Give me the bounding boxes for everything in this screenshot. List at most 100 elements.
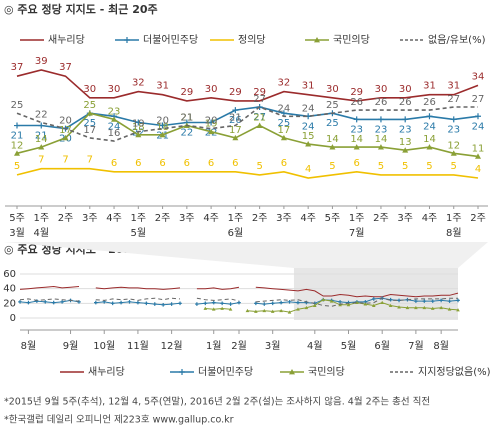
marker (287, 310, 292, 314)
marker (169, 302, 174, 306)
legend-label: 없음/유보(%) (428, 33, 486, 46)
marker (270, 301, 275, 306)
data-label: 20 (59, 116, 72, 127)
marker (110, 301, 115, 306)
x-tick-label: 4주 (203, 213, 219, 224)
x-tick-label: 7월 (408, 340, 424, 352)
marker (51, 300, 56, 305)
data-label: 19 (132, 119, 145, 130)
data-label: 27 (253, 112, 266, 123)
marker (127, 300, 132, 304)
marker (256, 122, 263, 128)
marker (18, 300, 22, 304)
marker (314, 37, 320, 43)
data-label: 6 (135, 158, 141, 169)
data-label: 27 (447, 94, 460, 105)
data-label: 29 (180, 87, 193, 98)
data-label: 19 (205, 119, 218, 130)
marker (144, 301, 149, 306)
data-label: 7 (38, 155, 44, 166)
data-label: 30 (399, 84, 412, 95)
marker (414, 299, 418, 303)
data-label: 6 (232, 158, 238, 169)
data-label: 14 (375, 134, 388, 145)
data-label: 21 (11, 131, 24, 142)
marker (377, 116, 384, 123)
data-label: 14 (423, 134, 436, 145)
data-label: 39 (35, 56, 48, 67)
x-tick-label: 1주 (228, 213, 244, 224)
data-label: 24 (472, 121, 485, 132)
data-label: 5 (426, 161, 432, 172)
legend-label: 더불어민주당 (198, 366, 253, 378)
series-line (16, 112, 479, 158)
marker (388, 303, 393, 307)
series-line (16, 167, 479, 179)
data-label: 11 (472, 143, 485, 154)
data-label: 24 (302, 103, 315, 114)
data-label: 24 (302, 121, 315, 132)
marker (228, 307, 233, 311)
data-label: 16 (108, 128, 121, 139)
data-label: 24 (108, 121, 121, 132)
marker (280, 134, 287, 141)
data-label: 17 (83, 125, 96, 136)
marker (159, 131, 166, 138)
marker (321, 297, 326, 302)
data-label: 21 (180, 113, 193, 124)
marker (111, 116, 118, 122)
marker (178, 301, 182, 306)
y-tick-label: 20 (3, 298, 16, 309)
data-label: 5 (14, 161, 20, 172)
data-label: 22 (180, 127, 193, 138)
data-label: 37 (59, 62, 72, 73)
y-tick-label: 60 (3, 269, 16, 280)
marker (245, 308, 250, 313)
marker (159, 122, 166, 129)
x-month-label: 7월 (349, 227, 365, 239)
marker (402, 116, 409, 123)
data-label: 7 (87, 155, 93, 166)
series-line (19, 285, 459, 298)
marker (211, 300, 216, 305)
marker (38, 122, 45, 129)
x-tick-label: 11월 (127, 340, 149, 352)
data-label: 29 (229, 87, 242, 98)
marker (304, 305, 309, 310)
x-month-label: 6월 (228, 227, 244, 239)
data-label: 32 (278, 78, 291, 89)
data-label: 26 (350, 97, 363, 108)
data-label: 31 (423, 81, 436, 92)
marker (280, 110, 287, 117)
marker (211, 307, 216, 311)
marker (203, 301, 208, 306)
marker (262, 308, 267, 313)
x-month-label: 8월 (446, 227, 462, 239)
marker (402, 147, 409, 153)
legend-label: 새누리당 (48, 34, 85, 46)
x-month-label: 4월 (33, 227, 49, 239)
marker (279, 308, 283, 313)
footnote: *한국갤럽 데일리 오피니언 제223호 www.gallup.co.kr (4, 414, 234, 426)
marker (353, 116, 360, 123)
data-label: 23 (375, 124, 388, 135)
data-label: 21 (35, 131, 48, 142)
marker (262, 302, 267, 306)
data-label: 15 (302, 131, 315, 142)
marker (426, 144, 433, 150)
data-label: 25 (83, 100, 96, 111)
data-label: 29 (253, 87, 266, 98)
data-label: 30 (375, 84, 388, 95)
marker (62, 134, 69, 141)
data-label: 12 (11, 140, 24, 151)
x-tick-label: 8월 (21, 340, 37, 352)
marker (363, 302, 368, 306)
data-label: 20 (205, 116, 218, 127)
marker (422, 305, 427, 310)
marker (355, 300, 359, 305)
data-label: 30 (83, 84, 96, 95)
marker (426, 113, 433, 120)
marker (232, 107, 239, 114)
x-tick-label: 2주 (155, 213, 171, 224)
